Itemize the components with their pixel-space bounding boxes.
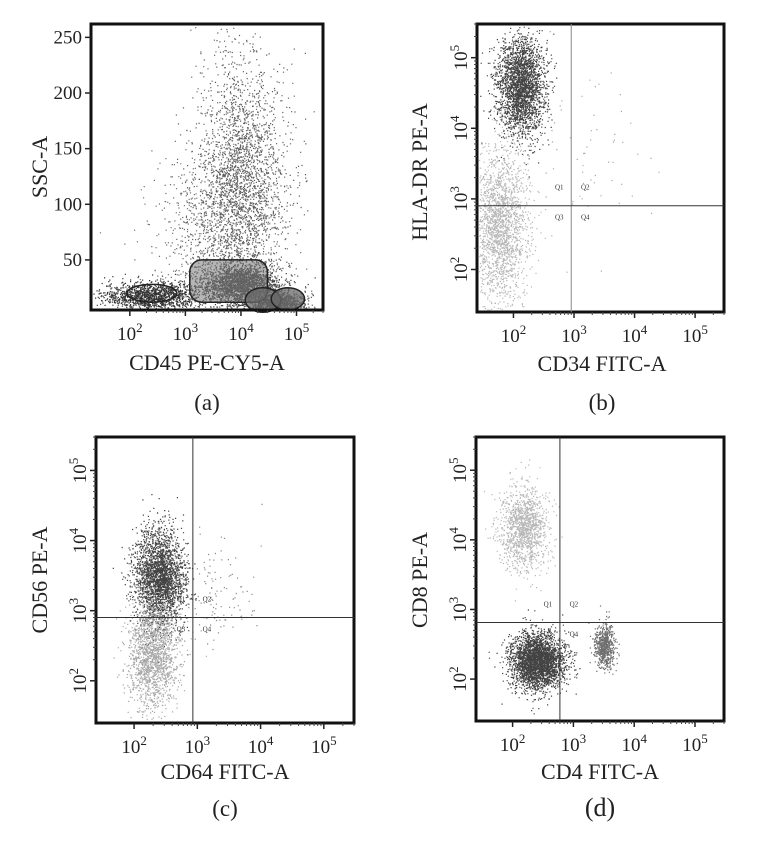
panel-d-y-tick-label-2: 103 <box>446 597 471 623</box>
panel-b-caption: (b) <box>589 390 616 415</box>
panel-a-gate-2 <box>189 259 269 303</box>
panel-a-gate-4 <box>270 286 306 311</box>
panel-a-x-tick-label-3: 104 <box>228 320 254 345</box>
panel-d-quadrant-label-3: Q3 <box>544 630 553 638</box>
panel-b-y-axis-label: HLA-DR PE-A <box>407 103 432 241</box>
panel-d-x-tick-label-1: 102 <box>500 731 526 756</box>
panel-c-plot-frame <box>94 435 356 725</box>
panel-b-x-tick-label-2: 103 <box>561 322 587 347</box>
panel-b-dots <box>479 26 660 311</box>
panel-d-x-axis-label: CD4 FITC-A <box>541 759 659 784</box>
panel-c: Q1 Q2 Q3 Q4 102 103 104 105 102 103 104 105 CD64 … <box>27 435 356 821</box>
panel-c-y-tick-label-1: 102 <box>66 668 91 694</box>
panel-c-quadrant-label-4: Q4 <box>203 625 212 633</box>
panel-b-y-tick-label-3: 104 <box>447 115 472 141</box>
panel-c-x-tick-label-2: 103 <box>185 733 211 758</box>
panel-b-quadrant-label-1: Q1 <box>555 184 564 192</box>
panel-b-population-1 <box>480 26 558 178</box>
panel-c-y-axis-label: CD56 PE-A <box>27 526 52 633</box>
panel-b: Q1 Q2 Q3 Q4 102 103 104 105 102 103 104 105 CD34 … <box>407 22 726 415</box>
panel-b-x-tick-label-4: 105 <box>682 322 708 347</box>
panel-c-x-tick-label-4: 105 <box>311 733 337 758</box>
panel-d-y-axis-label: CD8 PE-A <box>407 532 432 628</box>
panel-c-x-axis-label: CD64 FITC-A <box>161 759 290 784</box>
panel-b-plot-frame <box>475 22 726 314</box>
panel-d-quadrants: Q1 Q2 Q3 Q4 <box>476 437 724 721</box>
panel-b-quadrant-label-3: Q3 <box>555 214 564 222</box>
panel-b-x-tick-label-1: 102 <box>501 322 527 347</box>
panel-b-x-ticks: 102 103 104 105 <box>501 312 725 347</box>
panel-b-quadrant-label-2: Q2 <box>581 184 590 192</box>
panel-c-quadrant-label-3: Q3 <box>177 625 186 633</box>
panel-d-population-1 <box>488 609 581 715</box>
panel-d-dots <box>483 459 620 715</box>
panel-c-x-ticks: 102 103 104 105 <box>121 723 355 758</box>
panel-d-y-tick-label-3: 104 <box>446 527 471 553</box>
panel-b-population-3 <box>528 31 660 273</box>
panel-b-x-tick-label-3: 104 <box>622 322 648 347</box>
panel-b-quadrants: Q1 Q2 Q3 Q4 <box>477 24 724 312</box>
panel-d-plot-frame <box>474 435 726 723</box>
panel-a-y-tick-label-4: 200 <box>54 83 83 104</box>
panel-a-y-tick-label-1: 50 <box>63 250 82 271</box>
panel-a-y-ticks: 50 100 150 200 250 <box>54 27 91 271</box>
panel-a-gate-1 <box>126 283 178 303</box>
panel-d-x-ticks: 102 103 104 105 <box>500 721 725 756</box>
panel-b-y-ticks: 102 103 104 105 <box>447 23 477 283</box>
panel-c-quadrant-label-1: Q1 <box>177 595 186 603</box>
panel-c-dots <box>112 494 263 720</box>
panel-c-population-2 <box>113 555 207 720</box>
panel-d-population-2 <box>483 459 563 602</box>
panel-b-population-2 <box>479 71 547 311</box>
panel-a-y-tick-label-5: 250 <box>54 27 83 48</box>
panel-a-y-tick-label-2: 100 <box>54 194 83 215</box>
panel-c-population-1 <box>112 494 213 666</box>
panel-d-y-tick-label-1: 102 <box>446 666 471 692</box>
panel-a-y-tick-label-3: 150 <box>54 139 83 160</box>
panel-a-population-1 <box>93 273 244 310</box>
panel-d-population-3 <box>588 605 620 675</box>
panel-d-y-tick-label-4: 105 <box>446 457 471 483</box>
panel-a-x-tick-label-2: 103 <box>173 320 199 345</box>
panel-c-x-tick-label-1: 102 <box>121 733 147 758</box>
panel-b-y-tick-label-4: 105 <box>447 45 472 71</box>
panel-d-x-tick-label-4: 105 <box>682 731 708 756</box>
panel-d: Q1 Q2 Q3 Q4 102 103 104 105 102 103 104 105 CD4 F… <box>407 435 726 822</box>
panel-c-caption: (c) <box>212 796 238 821</box>
panel-a-x-axis-label: CD45 PE-CY5-A <box>129 350 285 375</box>
panel-c-y-tick-label-2: 103 <box>66 598 91 624</box>
panel-c-y-tick-label-3: 104 <box>66 527 91 553</box>
panel-b-quadrant-label-4: Q4 <box>581 214 590 222</box>
panel-d-x-tick-label-3: 104 <box>621 731 647 756</box>
panel-a-plot-frame <box>89 22 325 312</box>
panel-d-x-tick-label-2: 103 <box>561 731 587 756</box>
panel-c-y-tick-label-4: 105 <box>66 458 91 484</box>
panel-d-y-ticks: 102 103 104 105 <box>446 436 476 692</box>
panel-c-quadrant-label-2: Q2 <box>203 595 212 603</box>
panel-c-quadrants: Q1 Q2 Q3 Q4 <box>96 437 354 723</box>
panel-a-y-axis-label: SSC-A <box>27 136 52 198</box>
panel-a-x-tick-label-1: 102 <box>117 320 143 345</box>
panel-a: 102 103 104 105 50 100 150 200 250 CD45 PE-CY5-… <box>27 22 325 415</box>
panel-d-quadrant-label-4: Q4 <box>570 630 579 638</box>
panel-b-y-tick-label-1: 102 <box>447 257 472 283</box>
panel-a-caption: (a) <box>194 390 220 415</box>
panel-d-quadrant-label-2: Q2 <box>570 600 579 608</box>
panel-d-quadrant-label-1: Q1 <box>544 600 553 608</box>
panel-d-caption: (d) <box>585 793 615 822</box>
panel-c-y-ticks: 102 103 104 105 <box>66 436 96 694</box>
panel-a-x-ticks: 102 103 104 105 <box>117 310 324 345</box>
panel-a-x-tick-label-4: 105 <box>284 320 310 345</box>
panel-b-y-tick-label-2: 103 <box>447 186 472 212</box>
panel-b-x-axis-label: CD34 FITC-A <box>538 351 667 376</box>
panel-c-x-tick-label-3: 104 <box>248 733 274 758</box>
